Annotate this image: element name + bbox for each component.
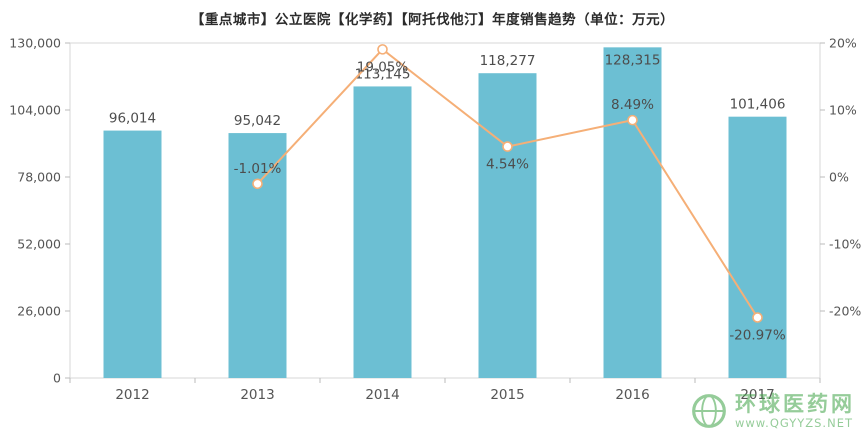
- x-axis-label-2012: 2012: [115, 387, 149, 403]
- bar-2016: [603, 47, 662, 379]
- y-axis-right-label: -20%: [829, 304, 861, 319]
- bar-2017: [728, 116, 787, 378]
- y-axis-right-label: 10%: [829, 103, 857, 118]
- growth-point-2014: [377, 44, 388, 55]
- growth-point-2013: [252, 178, 263, 190]
- x-axis-label-2013: 2013: [240, 387, 274, 403]
- bar-value-label: 128,315: [605, 52, 661, 68]
- growth-rate-label: -1.01%: [234, 161, 282, 177]
- bar-value-label: 118,277: [480, 53, 536, 69]
- growth-point-2017: [752, 312, 763, 323]
- bar-2013: [228, 133, 287, 378]
- bar-value-label: 101,406: [730, 97, 786, 113]
- y-axis-left-label: 104,000: [9, 103, 61, 118]
- bar-2014: [353, 86, 412, 379]
- bar-value-label: 96,014: [109, 111, 156, 127]
- y-axis-left-label: 0: [53, 371, 61, 386]
- y-axis-left-label: 130,000: [9, 36, 61, 51]
- growth-rate-label: 19.05%: [357, 59, 409, 75]
- x-axis-label-2014: 2014: [365, 387, 399, 403]
- bar-2015: [478, 73, 537, 379]
- growth-rate-label: -20.97%: [729, 327, 786, 343]
- y-axis-left-label: 26,000: [17, 304, 61, 319]
- growth-rate-label: 4.54%: [486, 157, 529, 173]
- growth-point-2016: [627, 114, 638, 126]
- bar-value-label: 113,145: [355, 66, 411, 82]
- y-axis-right-label: 20%: [829, 36, 857, 51]
- y-axis-left-label: 52,000: [17, 237, 61, 252]
- x-axis-label-2017: 2017: [740, 387, 774, 403]
- plot-border: [69, 42, 821, 379]
- chart-title: 【重点城市】公立医院【化学药】【阿托伐他汀】年度销售趋势（单位：万元）: [190, 12, 675, 28]
- x-axis-label-2015: 2015: [490, 387, 524, 403]
- bar-2012: [103, 130, 162, 378]
- y-axis-right-label: -10%: [829, 237, 861, 252]
- bar-value-label: 95,042: [234, 113, 281, 129]
- x-axis-label-2016: 2016: [615, 387, 649, 403]
- y-axis-left-label: 78,000: [17, 170, 61, 185]
- growth-rate-label: 8.49%: [611, 97, 654, 113]
- growth-point-2015: [502, 141, 513, 152]
- y-axis-right-label: 0%: [829, 170, 849, 185]
